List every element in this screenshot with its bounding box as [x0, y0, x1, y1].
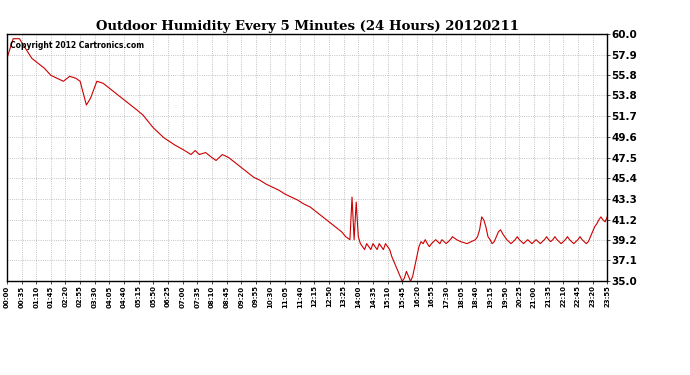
Text: Copyright 2012 Cartronics.com: Copyright 2012 Cartronics.com: [10, 41, 144, 50]
Title: Outdoor Humidity Every 5 Minutes (24 Hours) 20120211: Outdoor Humidity Every 5 Minutes (24 Hou…: [95, 20, 519, 33]
